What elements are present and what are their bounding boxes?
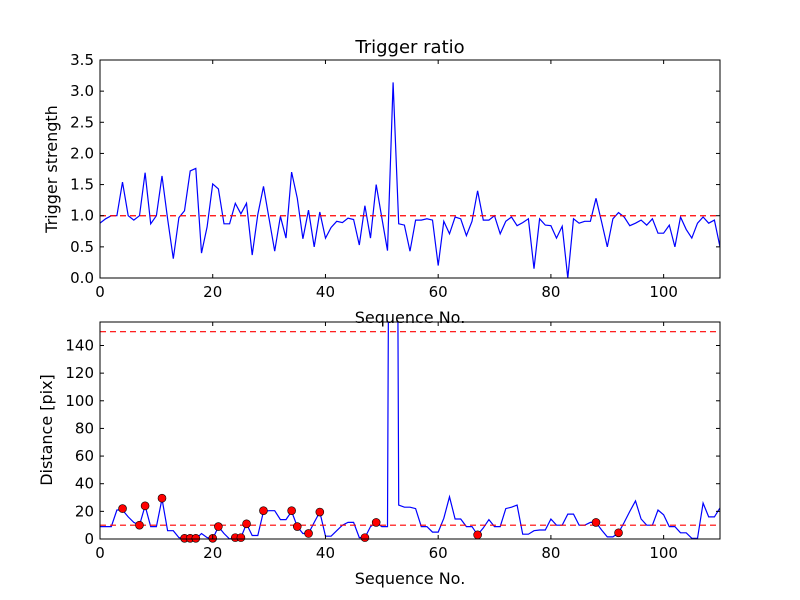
detection-marker	[591, 518, 601, 527]
y-tick-label: 80	[75, 419, 94, 437]
detection-marker	[242, 519, 251, 529]
x-tick-label: 40	[316, 283, 335, 301]
detection-marker	[287, 506, 296, 515]
y-tick-label: 60	[75, 447, 94, 465]
plot-area	[100, 322, 720, 539]
y-tick-label: 120	[65, 364, 94, 382]
x-tick-label: 80	[541, 544, 560, 562]
detection-marker	[191, 534, 201, 543]
y-tick-label: 20	[75, 502, 94, 520]
trigger-strength-line	[100, 82, 720, 278]
x-tick-label: 100	[649, 283, 678, 301]
x-axis-label: Sequence No.	[355, 569, 466, 588]
detection-marker	[214, 522, 223, 531]
x-tick-label: 20	[203, 283, 222, 301]
y-tick-label: 140	[65, 336, 94, 354]
detection-marker	[292, 522, 302, 531]
x-tick-label: 60	[429, 283, 448, 301]
detection-marker	[304, 529, 313, 538]
detection-marker	[236, 533, 246, 542]
detection-marker	[614, 528, 623, 538]
x-tick-label: 0	[95, 283, 105, 301]
y-tick-label: 0.0	[70, 269, 94, 287]
y-tick-label: 2.5	[70, 113, 94, 131]
distance-line	[100, 322, 720, 539]
y-axis-label: Distance [pix]	[37, 374, 56, 486]
axes-frame	[99, 321, 721, 540]
y-tick-label: 3.0	[70, 82, 94, 100]
detection-marker	[315, 507, 325, 517]
plot-area	[100, 82, 720, 278]
detection-marker	[157, 493, 167, 503]
y-tick-label: 1.5	[70, 176, 94, 194]
x-tick-label: 0	[95, 544, 105, 562]
detection-marker	[371, 518, 381, 527]
x-tick-label: 60	[429, 544, 448, 562]
x-tick-label: 20	[203, 544, 222, 562]
detection-marker	[140, 501, 150, 511]
y-tick-label: 40	[75, 475, 94, 493]
x-tick-label: 80	[541, 283, 560, 301]
chart-title: Trigger ratio	[354, 37, 464, 58]
detection-marker	[135, 520, 144, 530]
y-tick-label: 100	[65, 392, 94, 410]
x-axis-label: Sequence No.	[355, 308, 466, 327]
detection-marker	[118, 504, 127, 513]
x-tick-label: 100	[649, 544, 678, 562]
trigger-ratio-subplot: Trigger ratio Sequence No. Trigger stren…	[42, 37, 721, 327]
y-tick-label: 2.0	[70, 144, 94, 162]
detection-marker	[473, 530, 482, 540]
y-tick-label: 1.0	[70, 207, 94, 225]
detection-marker	[259, 506, 268, 515]
y-axis-label: Trigger strength	[42, 105, 61, 234]
y-tick-label: 3.5	[70, 51, 94, 69]
y-tick-label: 0	[84, 530, 94, 548]
axes-frame	[99, 59, 721, 279]
y-tick-label: 0.5	[70, 238, 94, 256]
detection-marker	[360, 533, 370, 542]
x-tick-label: 40	[316, 544, 335, 562]
distance-subplot: Sequence No. Distance [pix] 0 20 40 60 80 100…	[37, 321, 721, 588]
